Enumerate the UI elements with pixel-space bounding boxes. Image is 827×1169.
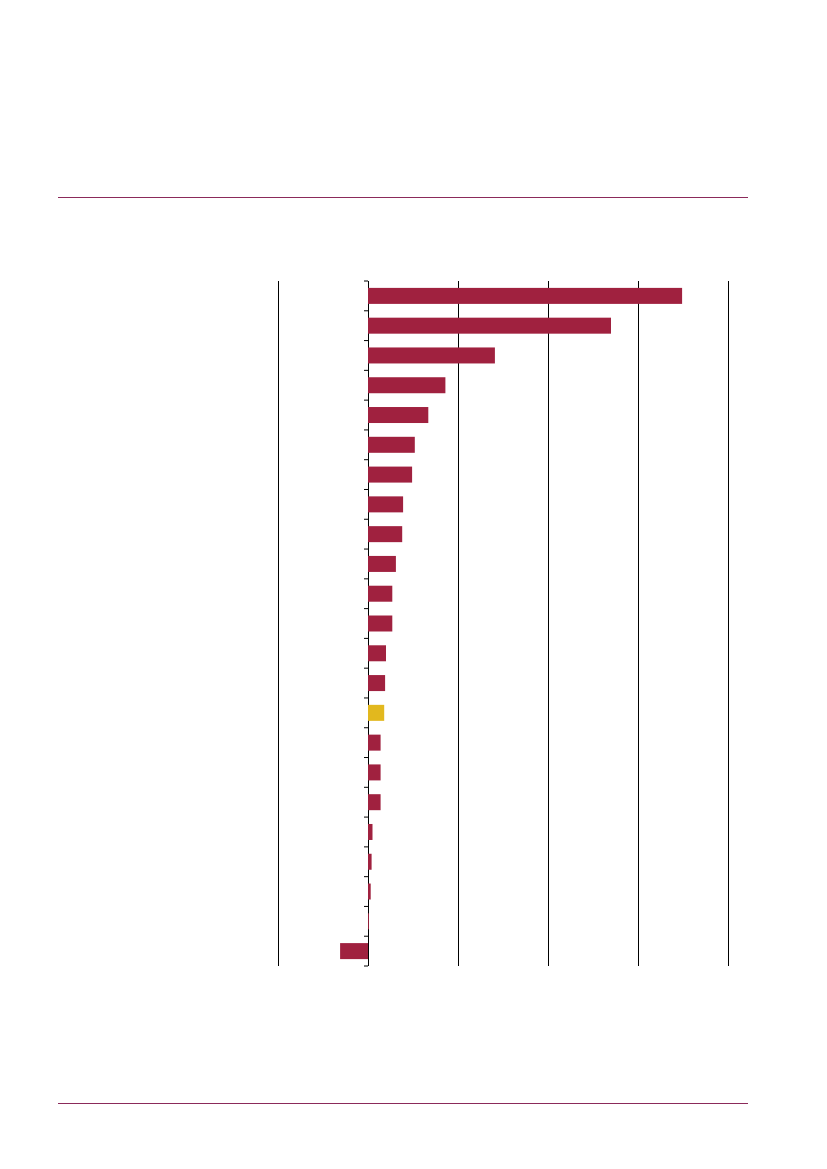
bar <box>368 853 372 870</box>
bar <box>368 675 386 692</box>
bar <box>368 585 393 602</box>
bar <box>368 436 415 453</box>
bar <box>368 734 381 751</box>
bar <box>368 496 404 513</box>
bar <box>340 943 368 960</box>
bar <box>368 317 611 334</box>
bar <box>368 466 413 483</box>
bar <box>368 764 381 781</box>
bar <box>368 704 385 721</box>
bar <box>368 407 429 424</box>
bar <box>368 645 386 662</box>
bar <box>368 913 369 930</box>
bar <box>368 377 446 394</box>
bar <box>368 526 403 543</box>
bar <box>368 347 495 364</box>
bar <box>368 823 373 840</box>
bar <box>368 287 683 304</box>
bar <box>368 615 393 632</box>
bar <box>368 555 396 572</box>
bar <box>368 794 381 811</box>
bar <box>368 883 371 900</box>
